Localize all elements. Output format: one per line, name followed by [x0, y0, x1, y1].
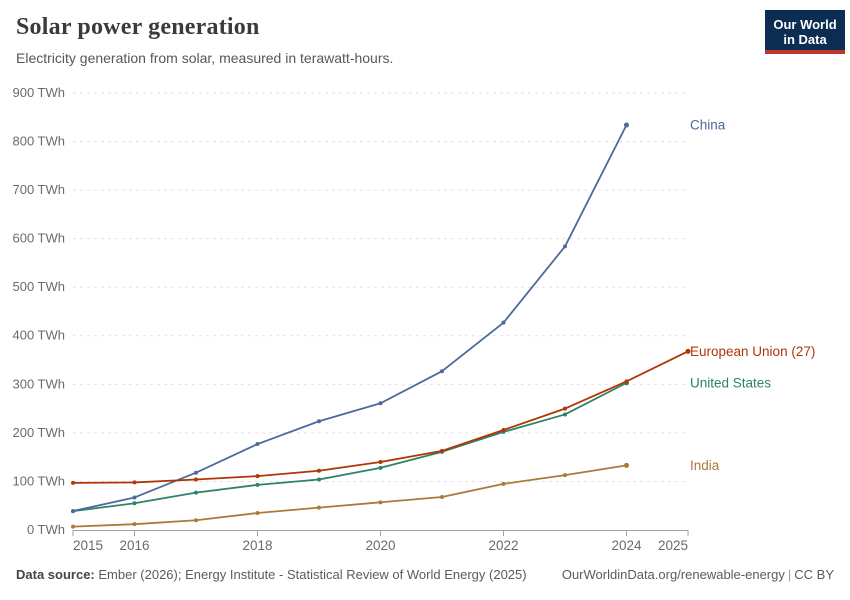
data-source-label: Data source: [16, 567, 95, 582]
data-point-marker [194, 477, 198, 482]
chart-footer: Data source: Ember (2026); Energy Instit… [16, 567, 834, 582]
data-point-marker [71, 480, 75, 485]
data-point-marker [194, 518, 198, 523]
y-tick-label: 900 TWh [12, 85, 65, 100]
series-line-india[interactable] [72, 464, 628, 528]
data-point-marker [378, 460, 383, 465]
y-tick-label: 800 TWh [12, 133, 65, 148]
data-point-marker [317, 505, 321, 510]
y-tick-label: 500 TWh [12, 279, 65, 294]
series-label-united-states[interactable]: United States [690, 375, 771, 390]
owid-url-link[interactable]: OurWorldinData.org/renewable-energy [561, 567, 785, 582]
data-point-marker [132, 495, 137, 500]
data-point-marker [563, 244, 567, 249]
data-point-marker [317, 468, 321, 473]
series-label-india[interactable]: India [690, 458, 720, 473]
data-point-marker [563, 406, 567, 411]
x-tick-label: 2018 [242, 538, 272, 553]
data-point-marker [132, 522, 137, 527]
x-tick-label: 2024 [611, 538, 642, 553]
data-point-marker [317, 419, 321, 424]
series-label-china[interactable]: China [690, 118, 726, 133]
data-point-marker [501, 481, 506, 486]
y-tick-label: 700 TWh [12, 182, 65, 197]
y-tick-label: 600 TWh [12, 231, 65, 246]
y-tick-label: 100 TWh [12, 473, 65, 488]
data-point-marker [624, 122, 629, 128]
data-point-marker [685, 348, 691, 354]
data-point-marker [255, 442, 260, 447]
data-point-marker [255, 474, 260, 479]
series-line-united-states[interactable] [72, 381, 628, 512]
license-link[interactable]: CC BY [794, 567, 834, 582]
owid-logo-line1: Our World [773, 17, 837, 32]
footer-separator: | [787, 567, 792, 582]
data-point-marker [132, 501, 137, 506]
data-point-marker [624, 379, 629, 384]
data-point-marker [255, 482, 260, 487]
data-point-marker [501, 320, 506, 325]
data-point-marker [624, 462, 629, 468]
owid-logo-line2: in Data [783, 32, 827, 47]
y-tick-label: 200 TWh [12, 425, 65, 440]
data-point-marker [194, 490, 198, 495]
y-tick-label: 0 TWh [27, 522, 65, 537]
data-point-marker [563, 473, 567, 478]
x-tick-label: 2020 [365, 538, 395, 553]
x-tick-label: 2025 [658, 538, 688, 553]
data-point-marker [255, 511, 260, 516]
series-label-european-union-27-[interactable]: European Union (27) [690, 344, 815, 359]
series-line-china[interactable] [72, 124, 628, 512]
y-tick-label: 400 TWh [12, 328, 65, 343]
data-point-marker [378, 401, 383, 406]
owid-logo[interactable]: Our World in Data [765, 10, 845, 54]
data-point-marker [132, 480, 137, 485]
data-point-marker [71, 524, 75, 529]
data-point-marker [563, 412, 567, 417]
data-point-marker [317, 477, 321, 482]
data-source-note: Data source: Ember (2026); Energy Instit… [16, 567, 527, 582]
data-point-marker [440, 494, 444, 499]
x-tick-label: 2022 [488, 538, 518, 553]
x-tick-label: 2015 [73, 538, 103, 553]
x-tick-label: 2016 [119, 538, 149, 553]
data-point-marker [440, 369, 444, 374]
data-source-text: Ember (2026); Energy Institute - Statist… [98, 567, 527, 582]
chart-subtitle: Electricity generation from solar, measu… [16, 50, 394, 66]
page-title: Solar power generation [16, 14, 260, 40]
footer-links: OurWorldinData.org/renewable-energy | CC B… [562, 567, 834, 582]
data-point-marker [71, 509, 75, 514]
data-point-marker [440, 448, 444, 453]
data-point-marker [378, 465, 383, 470]
y-tick-label: 300 TWh [12, 376, 65, 391]
data-point-marker [378, 500, 383, 505]
owid-logo-stripe [765, 50, 845, 54]
line-chart: 0 TWh 100 TWh 200 TWh 300 TWh 400 TWh 500 TWh… [12, 85, 815, 553]
data-point-marker [501, 427, 506, 432]
data-point-marker [194, 470, 198, 475]
